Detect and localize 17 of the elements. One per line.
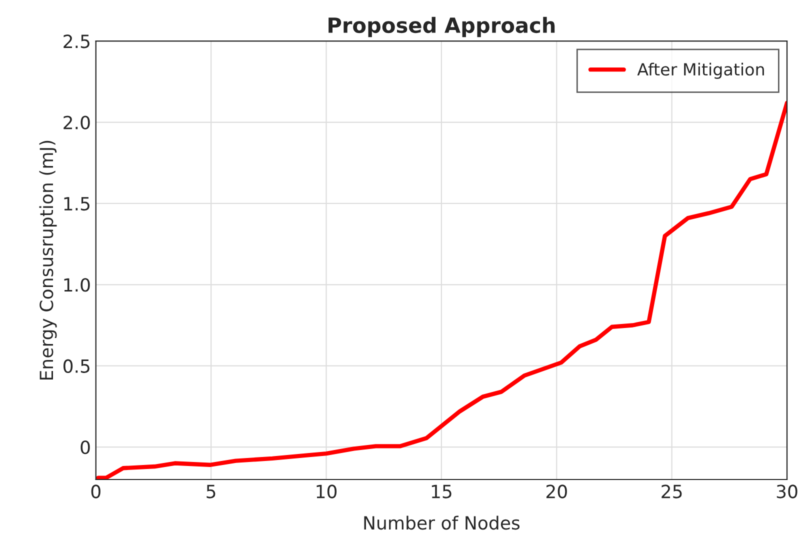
y-tick-label: 2.0 [64, 116, 90, 130]
y-axis-title: Energy Consusruption (mJ) [39, 140, 57, 380]
x-axis-title: Number of Nodes [364, 516, 520, 530]
x-tick-label: 25 [662, 484, 682, 498]
legend-label: After Mitigation [637, 62, 764, 79]
x-tick-label: 30 [776, 484, 798, 498]
y-tick-label: 1.0 [64, 278, 90, 292]
x-tick-label: 5 [206, 484, 216, 498]
x-tick-label: 10 [316, 484, 337, 498]
x-tick-label: 20 [546, 484, 567, 498]
x-tick-label: 0 [91, 484, 100, 498]
chart-title: Proposed Approach [328, 16, 555, 38]
y-tick-label: 0.5 [63, 359, 90, 373]
y-tick-label: 0 [80, 440, 90, 454]
x-tick-label: 15 [432, 484, 452, 498]
y-tick-label: 2.5 [64, 34, 90, 48]
y-tick-label: 1.5 [64, 197, 90, 211]
